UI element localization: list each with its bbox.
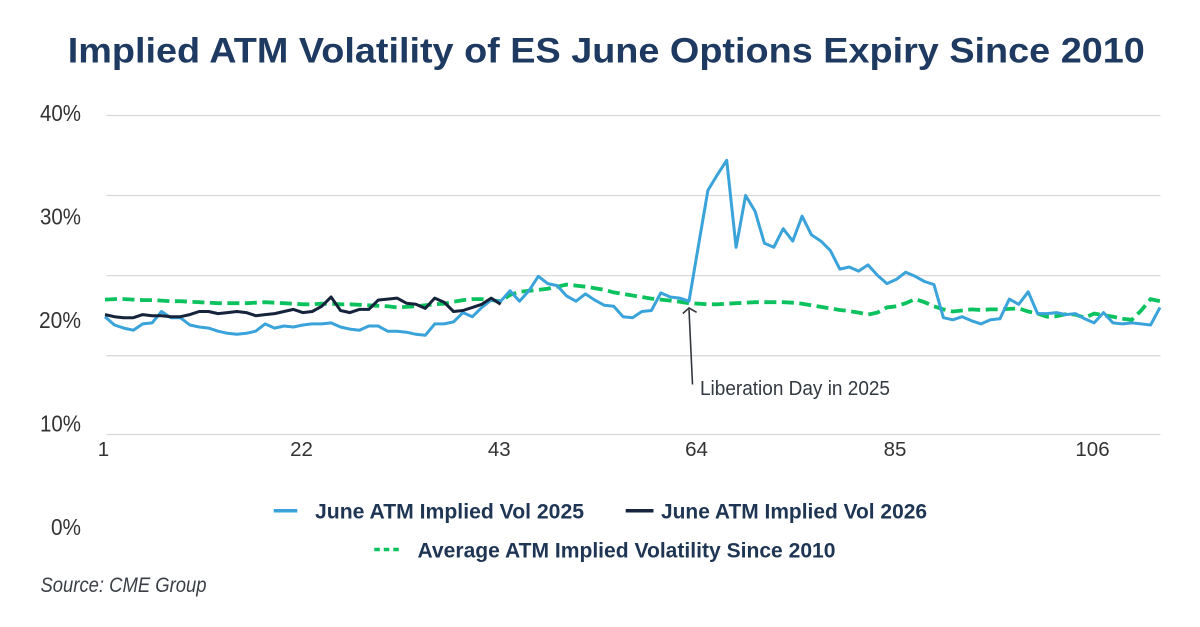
svg-text:June ATM Implied Vol 2025: June ATM Implied Vol 2025 xyxy=(315,500,584,523)
svg-text:Source: CME Group: Source: CME Group xyxy=(41,574,207,597)
svg-text:22: 22 xyxy=(290,438,313,461)
svg-text:Implied ATM Volatility of ES J: Implied ATM Volatility of ES June Option… xyxy=(68,32,1145,71)
svg-text:64: 64 xyxy=(685,438,708,461)
svg-text:Liberation Day in 2025: Liberation Day in 2025 xyxy=(700,378,890,400)
svg-text:1: 1 xyxy=(98,438,109,461)
svg-text:June ATM Implied Vol 2026: June ATM Implied Vol 2026 xyxy=(661,500,927,523)
svg-text:Average ATM Implied Volatility: Average ATM Implied Volatility Since 201… xyxy=(418,540,836,563)
svg-text:40%: 40% xyxy=(40,100,81,126)
svg-text:10%: 10% xyxy=(40,411,81,437)
svg-text:85: 85 xyxy=(884,438,907,461)
svg-text:20%: 20% xyxy=(39,307,81,333)
svg-text:30%: 30% xyxy=(40,204,81,230)
svg-text:106: 106 xyxy=(1075,438,1109,461)
svg-text:0%: 0% xyxy=(51,514,81,540)
svg-text:43: 43 xyxy=(488,438,511,461)
